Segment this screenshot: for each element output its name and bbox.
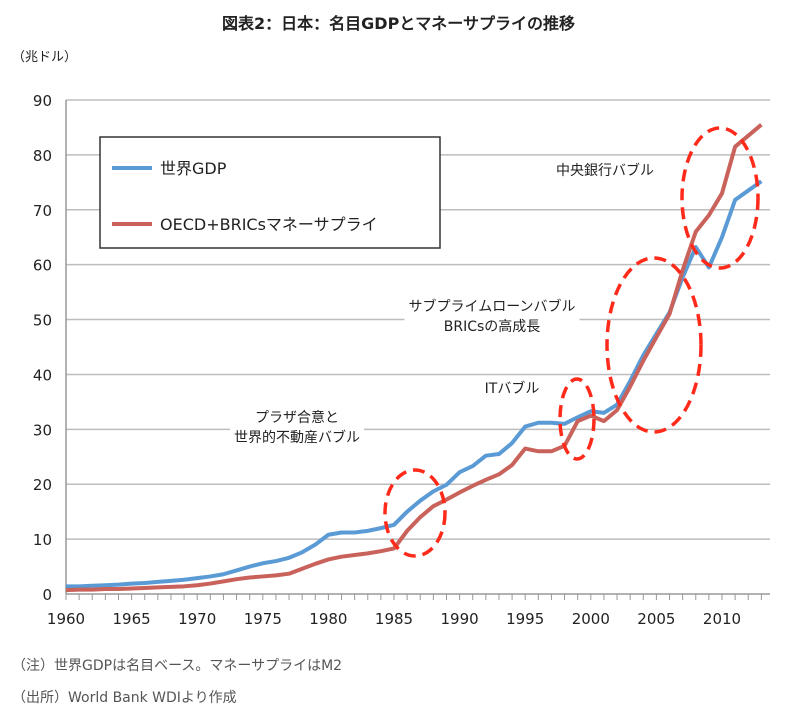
y-tick-label: 20 [33, 476, 52, 494]
y-tick-label: 90 [33, 92, 52, 110]
x-tick-label: 2005 [637, 610, 675, 628]
annotation-central-bank: 中央銀行バブル [552, 161, 658, 181]
annotation-it: ITバブル [480, 379, 544, 399]
highlight-ellipse [680, 126, 760, 270]
y-tick-label: 30 [33, 421, 52, 439]
x-tick-label: 1960 [47, 610, 85, 628]
annotation-line: 世界的不動産バブル [234, 430, 360, 446]
source: （出所）World Bank WDIより作成 [12, 690, 237, 706]
legend-label: OECD+BRICsマネーサプライ [160, 215, 378, 234]
y-tick-label: 70 [33, 202, 52, 220]
annotation-line: BRICsの高成長 [443, 319, 541, 335]
highlight-ellipse [383, 468, 447, 558]
y-tick-label: 0 [42, 586, 52, 604]
x-tick-label: 1990 [441, 610, 479, 628]
x-tick-label: 2010 [703, 610, 741, 628]
x-tick-label: 1995 [506, 610, 544, 628]
y-tick-label: 40 [33, 366, 52, 384]
y-tick-label: 10 [33, 531, 52, 549]
series-line-world-gdp [66, 179, 763, 589]
annotation-line: プラザ合意と [255, 410, 339, 426]
annotation-line: 中央銀行バブル [556, 163, 654, 179]
legend-box [99, 136, 441, 249]
highlight-ellipse [558, 377, 596, 461]
x-tick-label: 2000 [572, 610, 610, 628]
y-tick-label: 80 [33, 147, 52, 165]
y-tick-label: 50 [33, 312, 52, 330]
x-tick-label: 1980 [309, 610, 347, 628]
annotation-subprime: サブプライムローンバブル BRICsの高成長 [404, 297, 580, 337]
x-tick-label: 1985 [375, 610, 413, 628]
x-tick-label: 1965 [113, 610, 151, 628]
annotation-plaza: プラザ合意と 世界的不動産バブル [230, 408, 364, 448]
series-line-money-supply [65, 123, 763, 593]
highlight-ellipse [605, 256, 703, 434]
annotation-line: ITバブル [484, 381, 540, 397]
y-axis-unit: （兆ドル） [12, 50, 78, 65]
note: （注）世界GDPは名目ベース。マネーサプライはM2 [12, 658, 343, 674]
legend-label: 世界GDP [160, 159, 227, 178]
x-tick-label: 1970 [178, 610, 216, 628]
annotation-line: サブプライムローンバブル [408, 299, 576, 315]
x-tick-label: 1975 [244, 610, 282, 628]
y-tick-label: 60 [33, 257, 52, 275]
chart-title: 図表2：日本：名目GDPとマネーサプライの推移 [222, 14, 575, 33]
